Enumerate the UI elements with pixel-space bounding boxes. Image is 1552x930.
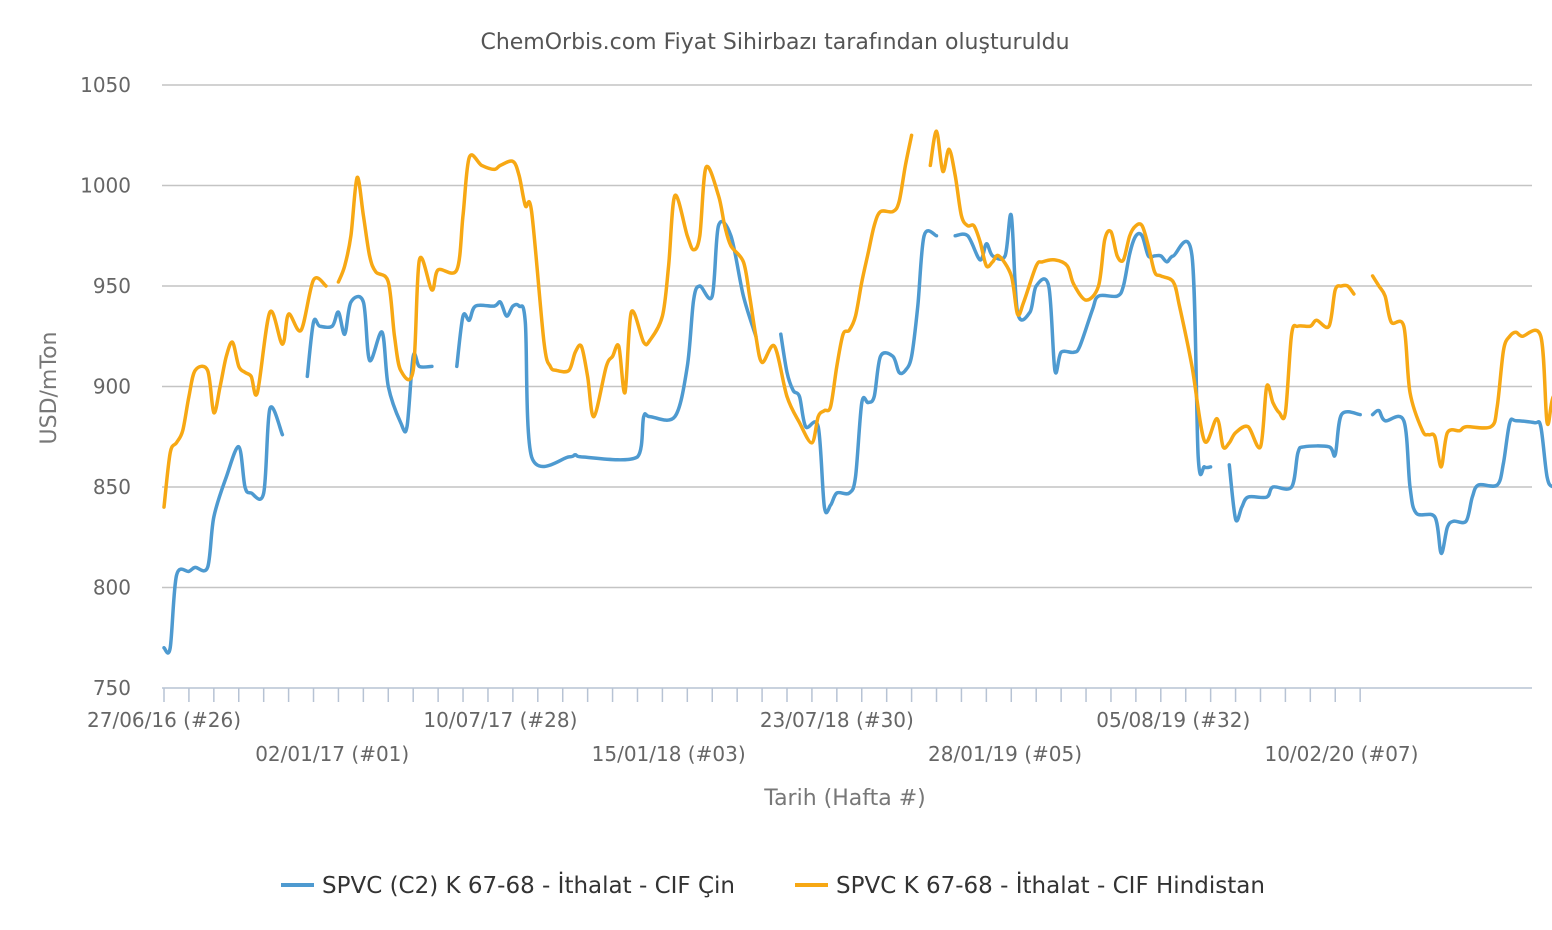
series-1-line-segment-4 (779, 229, 939, 515)
y-tick-label: 1000 (80, 174, 131, 198)
series-1-line-segment-6 (1227, 410, 1362, 523)
legend: SPVC (C2) K 67-68 - İthalat - CIF Çin SP… (281, 871, 1265, 899)
series-1-line-segment-5 (953, 212, 1213, 477)
legend-label-series-1: SPVC (C2) K 67-68 - İthalat - CIF Çin (322, 871, 735, 899)
series-lines (162, 129, 1552, 655)
legend-item-series-2[interactable]: SPVC K 67-68 - İthalat - CIF Hindistan (795, 871, 1265, 899)
y-tick-label: 800 (93, 576, 131, 600)
x-tick-label: 02/01/17 (#01) (255, 742, 409, 766)
series-1-line-segment-2 (305, 294, 434, 434)
y-axis-title: USD/mTon (37, 332, 62, 445)
series-1-line-segment-3 (455, 219, 758, 469)
y-tick-label: 950 (93, 274, 131, 298)
x-tick-label: 28/01/19 (#05) (928, 742, 1082, 766)
x-axis: 27/06/16 (#26) 02/01/17 (#01) 10/07/17 (#2… (87, 687, 1532, 766)
y-tick-label: 900 (93, 375, 131, 399)
y-tick-label: 750 (93, 676, 131, 700)
series-2-line-segment-4 (1370, 274, 1552, 469)
series-2-line-segment-1 (162, 276, 328, 509)
x-tick-label: 23/07/18 (#30) (760, 708, 914, 732)
x-tick-label: 05/08/19 (#32) (1096, 708, 1250, 732)
chart-title: ChemOrbis.com Fiyat Sihirbazı tarafından… (480, 30, 1069, 55)
series-2-line-segment-3 (928, 129, 1356, 450)
y-tick-label: 1050 (80, 73, 131, 97)
y-tick-label: 850 (93, 475, 131, 499)
legend-item-series-1[interactable]: SPVC (C2) K 67-68 - İthalat - CIF Çin (281, 871, 735, 899)
legend-label-series-2: SPVC K 67-68 - İthalat - CIF Hindistan (836, 871, 1265, 899)
x-tick-label: 27/06/16 (#26) (87, 708, 241, 732)
x-tick-label: 15/01/18 (#03) (592, 742, 746, 766)
x-tick-label: 10/07/17 (#28) (423, 708, 577, 732)
x-axis-title: Tarih (Hafta #) (763, 786, 925, 811)
series-1-line-segment-1 (162, 405, 285, 655)
y-axis-tick-labels: 750 800 850 900 950 1000 1050 (80, 73, 131, 700)
x-tick-label: 10/02/20 (#07) (1264, 742, 1418, 766)
series-2-line-segment-2 (336, 133, 914, 445)
series-1-line-segment-7 (1370, 408, 1552, 556)
